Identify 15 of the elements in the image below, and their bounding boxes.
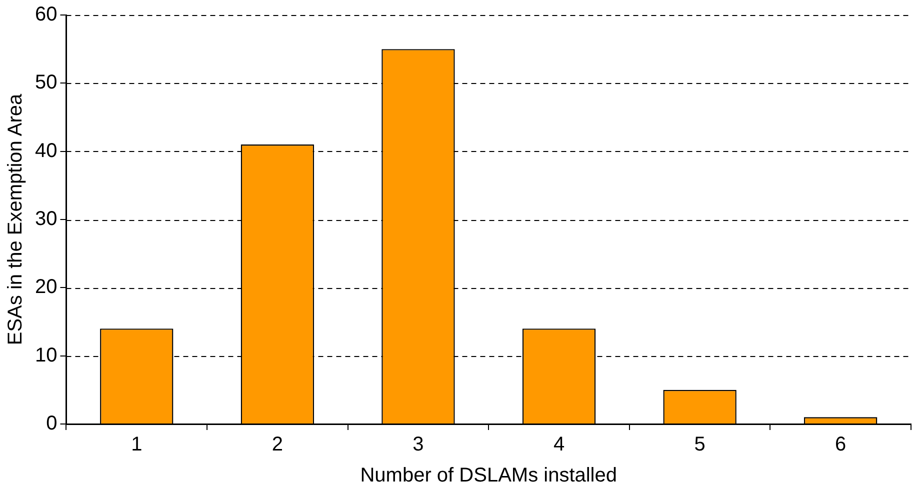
y-axis-title: ESAs in the Exemption Area [4,93,27,346]
x-tick-label: 2 [272,434,283,456]
x-tick-label: 5 [694,434,706,456]
x-axis-title: Number of DSLAMs installed [360,464,618,487]
x-tick-label: 4 [553,434,565,456]
y-tick-label: 10 [34,344,58,366]
x-tick-label: 1 [131,434,142,456]
y-tick-label: 30 [34,208,58,230]
y-tick-label: 20 [34,276,58,298]
y-tick-label: 60 [34,4,58,26]
x-tick-label: 6 [835,434,846,456]
x-tick-label: 3 [412,434,424,456]
y-tick-label: 50 [34,72,58,94]
y-tick-label: 0 [46,412,58,435]
y-tick-label: 40 [34,140,58,162]
